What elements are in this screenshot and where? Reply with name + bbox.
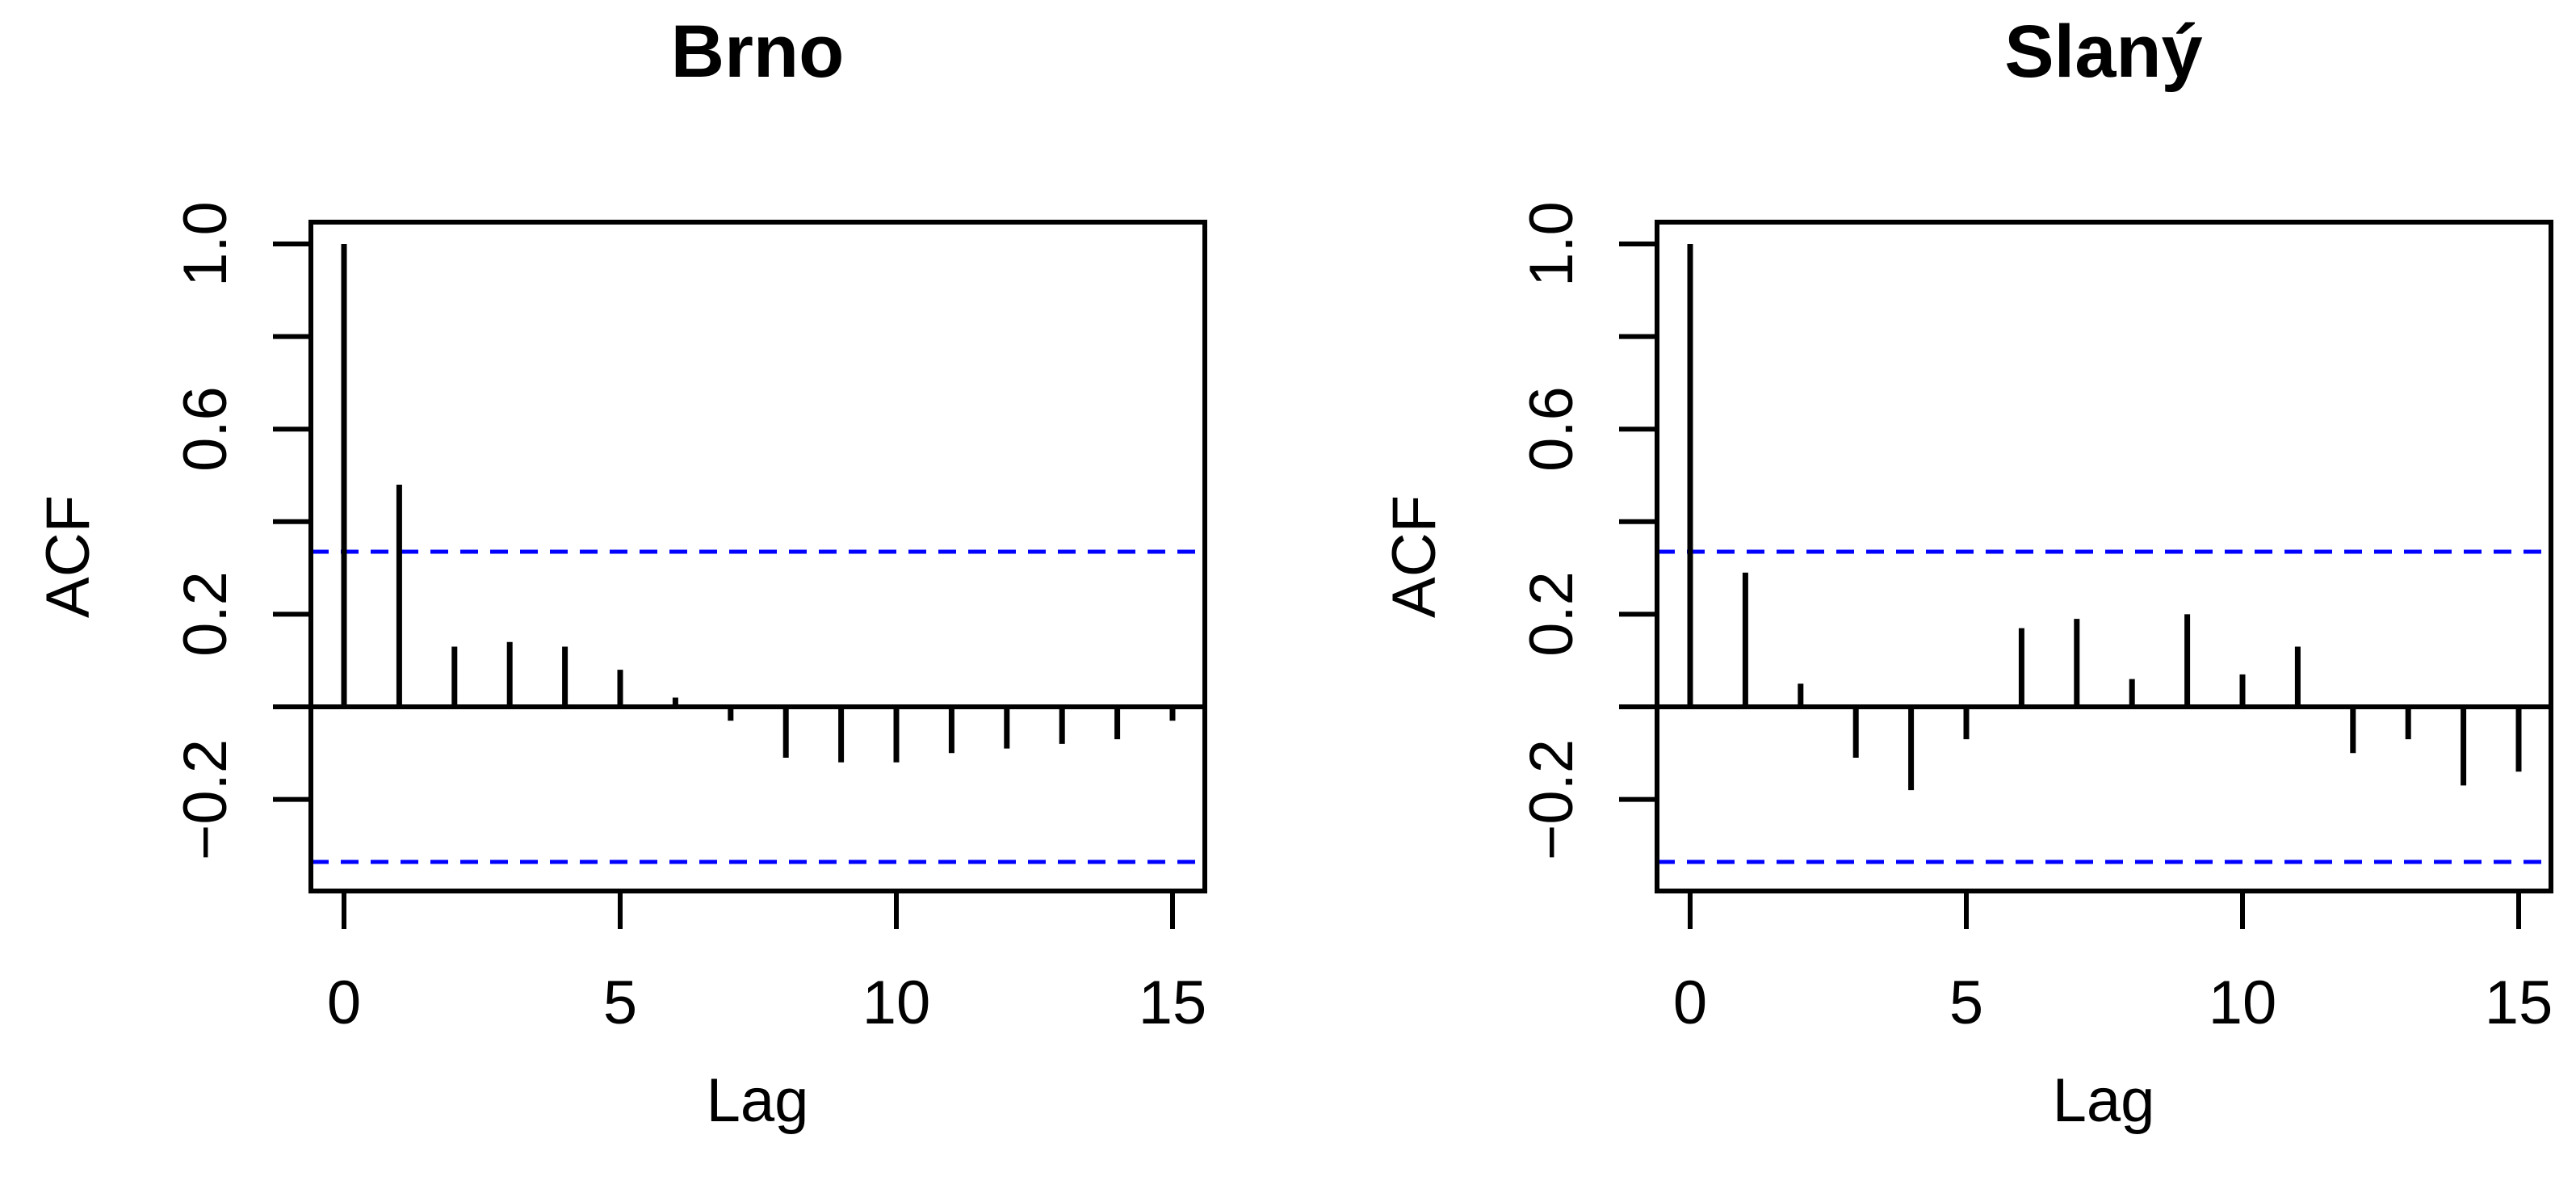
y-axis-label: ACF (1380, 495, 1449, 618)
x-tick-label: 0 (327, 969, 361, 1037)
plot-area (273, 220, 1207, 929)
plot-title: Brno (671, 11, 845, 93)
x-axis-label: Lag (2053, 1066, 2155, 1135)
y-tick-label: 0.2 (171, 571, 240, 657)
y-tick-label: 1.0 (171, 201, 240, 287)
acf-panel-slany: Slaný 1.0 0.6 0.2 −0.2 0 5 10 15 Lag ACF (1380, 11, 2553, 1135)
acf-panel-brno: Brno 1.0 0.6 0.2 −0.2 0 5 10 15 Lag ACF (34, 11, 1207, 1135)
y-tick-label: 0.2 (1517, 571, 1586, 657)
x-tick-label: 10 (862, 969, 931, 1037)
x-tick-label: 0 (1673, 969, 1707, 1037)
y-tick-label: −0.2 (171, 739, 240, 860)
y-tick-label: −0.2 (1517, 739, 1586, 860)
x-tick-label: 15 (1139, 969, 1207, 1037)
x-tick-label: 5 (1949, 969, 1983, 1037)
plot-title: Slaný (2004, 11, 2202, 93)
plot-box (1655, 220, 2553, 893)
y-tick-label: 1.0 (1517, 201, 1586, 287)
x-tick-label: 5 (603, 969, 637, 1037)
y-tick-label: 0.6 (171, 386, 240, 472)
plot-box (308, 220, 1207, 893)
x-axis-label: Lag (707, 1066, 809, 1135)
x-tick-label: 10 (2209, 969, 2277, 1037)
plot-area (1619, 220, 2553, 929)
y-axis-label: ACF (34, 495, 103, 618)
y-tick-label: 0.6 (1517, 386, 1586, 472)
x-tick-label: 15 (2485, 969, 2553, 1037)
